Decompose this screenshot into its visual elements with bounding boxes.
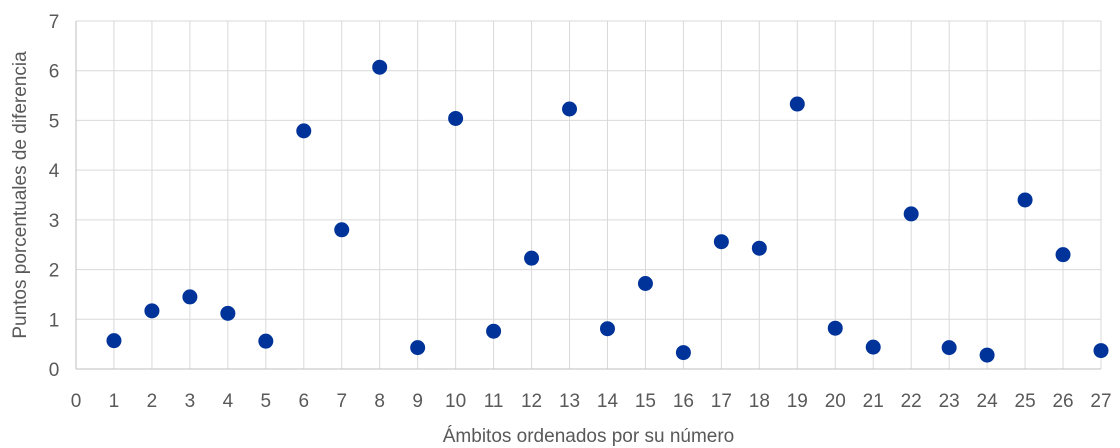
data-point — [372, 59, 388, 75]
x-tick-label: 13 — [559, 391, 580, 412]
x-tick-label: 25 — [1015, 391, 1036, 412]
y-tick-labels: 0 1 2 3 4 5 6 7 — [49, 12, 60, 381]
y-axis-title: Puntos porcentuales de diferencia — [10, 51, 31, 339]
x-tick-label: 23 — [939, 391, 960, 412]
x-tick-label: 11 — [484, 391, 504, 412]
data-point — [1017, 192, 1033, 208]
data-point — [334, 222, 350, 238]
data-point — [713, 234, 729, 250]
x-tick-label: 16 — [673, 391, 694, 412]
data-point — [903, 206, 919, 222]
y-tick-label: 6 — [49, 62, 60, 83]
x-tick-label: 15 — [635, 391, 656, 412]
x-tick-label: 5 — [261, 391, 272, 412]
data-point — [865, 339, 881, 355]
x-tick-label: 6 — [298, 391, 309, 412]
x-tick-label: 22 — [901, 391, 922, 412]
x-tick-labels: 0 1 2 3 4 5 6 7 8 9 10 11 12 13 14 15 16 17 18 19 20 21 22 23 24… — [71, 391, 1112, 412]
y-tick-label: 7 — [49, 12, 60, 33]
y-tick-label: 3 — [49, 211, 60, 232]
data-point — [182, 289, 198, 305]
x-tick-label: 0 — [71, 391, 82, 412]
data-point — [220, 305, 236, 321]
data-point — [789, 96, 805, 112]
data-point — [296, 123, 312, 139]
x-tick-label: 18 — [749, 391, 770, 412]
data-point — [106, 333, 122, 349]
x-tick-label: 24 — [977, 391, 999, 412]
data-point — [410, 340, 426, 356]
data-point — [941, 340, 957, 356]
data-point — [675, 345, 691, 361]
data-points — [106, 59, 1109, 363]
data-point — [599, 321, 615, 337]
x-tick-label: 14 — [597, 391, 619, 412]
data-point — [562, 101, 578, 117]
x-tick-label: 27 — [1090, 391, 1111, 412]
data-point — [637, 275, 653, 291]
data-point — [486, 323, 502, 339]
x-tick-label: 1 — [109, 391, 120, 412]
grid-lines — [76, 20, 1102, 369]
x-tick-label: 4 — [223, 391, 234, 412]
data-point — [258, 333, 274, 349]
data-point — [1093, 343, 1109, 359]
x-tick-label: 20 — [825, 391, 846, 412]
x-tick-label: 2 — [147, 391, 158, 412]
y-tick-label: 0 — [49, 360, 60, 381]
data-point — [979, 347, 995, 363]
x-tick-label: 19 — [787, 391, 808, 412]
x-tick-label: 9 — [412, 391, 423, 412]
x-tick-label: 17 — [711, 391, 732, 412]
data-point — [144, 303, 160, 319]
x-tick-label: 21 — [863, 391, 884, 412]
x-axis-title: Ámbitos ordenados por su número — [443, 426, 735, 447]
x-tick-label: 7 — [336, 391, 347, 412]
y-tick-label: 5 — [49, 111, 60, 132]
x-tick-label: 3 — [185, 391, 196, 412]
y-tick-label: 1 — [49, 310, 60, 331]
y-tick-label: 4 — [49, 161, 60, 182]
x-tick-label: 12 — [521, 391, 542, 412]
y-tick-label: 2 — [49, 261, 60, 282]
x-tick-label: 26 — [1052, 391, 1073, 412]
x-tick-label: 10 — [445, 391, 466, 412]
data-point — [524, 250, 540, 266]
data-point — [751, 240, 767, 256]
axes — [75, 21, 1101, 370]
x-tick-label: 8 — [374, 391, 385, 412]
data-point — [827, 320, 843, 336]
data-point — [448, 110, 464, 126]
data-point — [1055, 247, 1071, 263]
